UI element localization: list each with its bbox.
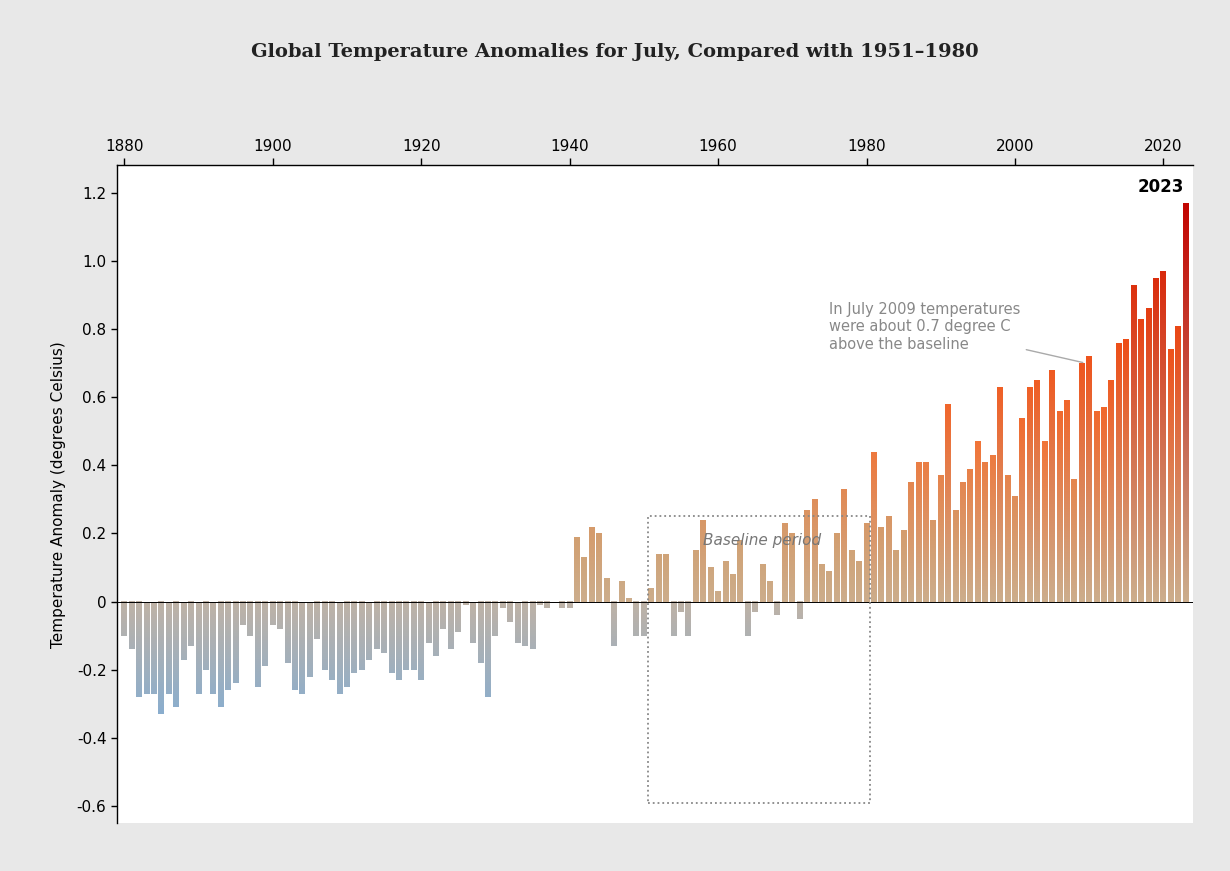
Text: 2023: 2023 [1138, 179, 1184, 196]
Text: Baseline period: Baseline period [704, 533, 822, 549]
Text: In July 2009 temperatures
were about 0.7 degree C
above the baseline: In July 2009 temperatures were about 0.7… [829, 301, 1082, 362]
Y-axis label: Temperature Anomaly (degrees Celsius): Temperature Anomaly (degrees Celsius) [50, 341, 65, 648]
Bar [647, 517, 871, 803]
Text: Global Temperature Anomalies for July, Compared with 1951–1980: Global Temperature Anomalies for July, C… [251, 44, 979, 61]
Bar [552, 602, 557, 604]
